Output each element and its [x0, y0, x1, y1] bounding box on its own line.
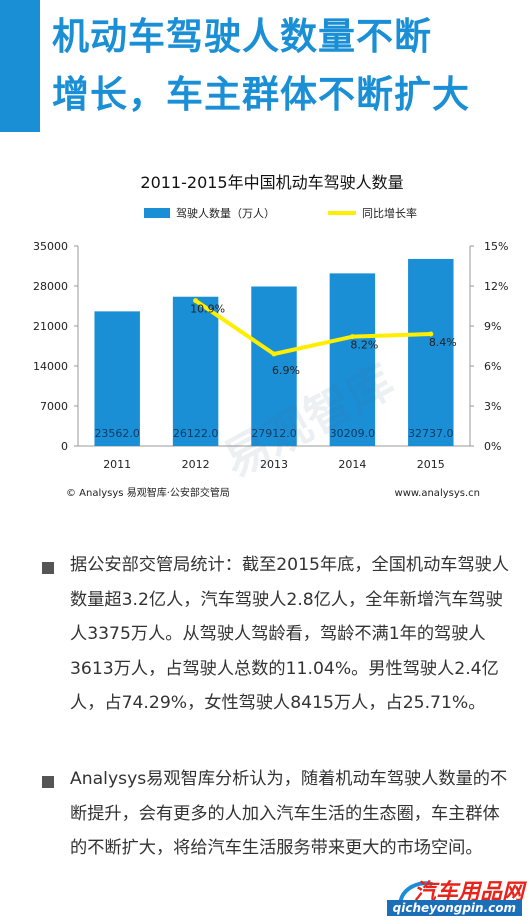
left-tick-label: 35000 — [33, 240, 68, 253]
bullet-text-1: 据公安部交管局统计：截至2015年底，全国机动车驾驶人数量超3.2亿人，汽车驾驶… — [70, 555, 510, 713]
chart-title: 2011-2015年中国机动车驾驶人数量 — [140, 173, 403, 192]
growth-rate-label: 8.2% — [350, 339, 378, 352]
x-tick-label: 2011 — [103, 458, 131, 471]
right-tick-label: 0% — [484, 440, 501, 453]
bar — [94, 311, 140, 446]
left-tick-label: 7000 — [40, 400, 68, 413]
bar — [251, 286, 297, 446]
growth-rate-point — [428, 331, 434, 337]
bar — [172, 296, 219, 446]
left-tick-label: 28000 — [33, 280, 68, 293]
growth-rate-line — [194, 299, 431, 356]
site-logo-url: qicheyongpin.com — [386, 900, 522, 916]
bullet-text-2: Analysys易观智库分析认为，随着机动车驾驶人数量的不断提升，会有更多的人加… — [70, 769, 508, 858]
legend-bar-label: 驾驶人数量（万人） — [176, 206, 275, 220]
x-tick-label: 2013 — [260, 458, 288, 471]
chart-source: © Analysys 易观智库·公安部交管局 — [66, 486, 230, 499]
x-tick-label: 2012 — [182, 458, 210, 471]
left-tick-label: 0 — [61, 440, 68, 453]
right-tick-label: 12% — [484, 280, 508, 293]
growth-rate-label: 8.4% — [429, 336, 457, 349]
right-tick-label: 6% — [484, 360, 501, 373]
bar-value-label: 27912.0 — [251, 427, 297, 440]
x-tick-label: 2014 — [338, 458, 366, 471]
growth-rate-point — [271, 351, 277, 357]
chart-site: www.analysys.cn — [395, 488, 480, 499]
left-tick-label: 14000 — [33, 360, 68, 373]
x-tick-label: 2015 — [417, 458, 445, 471]
bar-value-label: 32737.0 — [408, 427, 454, 440]
chart-svg: 2011-2015年中国机动车驾驶人数量 驾驶人数量（万人） 同比增长率 0 70… — [33, 173, 508, 499]
headline-line-2: 增长，车主群体不断扩大 — [52, 73, 470, 116]
chart: 2011-2015年中国机动车驾驶人数量 驾驶人数量（万人） 同比增长率 0 70… — [0, 150, 530, 510]
square-bullet-icon — [42, 562, 54, 574]
headline: 机动车驾驶人数量不断 增长，车主群体不断扩大 — [52, 8, 524, 124]
bar-value-label: 23562.0 — [94, 427, 140, 440]
growth-rate-label: 6.9% — [272, 364, 300, 377]
growth-rate-point — [349, 334, 355, 340]
bar-value-label: 30209.0 — [330, 427, 376, 440]
headline-accent-bar — [0, 0, 40, 132]
bar — [329, 273, 376, 446]
left-tick-label: 21000 — [33, 320, 68, 333]
growth-rate-label: 10.9% — [190, 303, 225, 316]
right-tick-label: 3% — [484, 400, 501, 413]
right-tick-label: 9% — [484, 320, 501, 333]
bar — [408, 258, 454, 446]
growth-rate-point — [193, 298, 199, 304]
square-bullet-icon — [42, 776, 54, 788]
bar-value-label: 26122.0 — [173, 427, 219, 440]
site-logo: 汽车用品网 qicheyongpin.com — [386, 874, 526, 923]
right-tick-label: 15% — [484, 240, 508, 253]
legend-bar-swatch — [144, 208, 170, 218]
legend-line-label: 同比增长率 — [362, 206, 417, 220]
headline-line-1: 机动车驾驶人数量不断 — [52, 15, 432, 58]
